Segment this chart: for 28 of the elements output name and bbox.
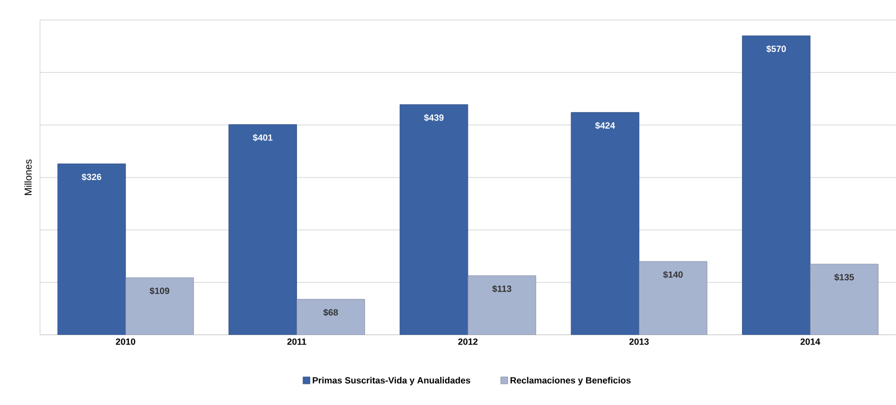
- bar: [638, 261, 708, 335]
- bar: [570, 112, 640, 335]
- bar: [810, 264, 878, 335]
- data-label: $113: [492, 285, 512, 293]
- bar: [57, 164, 126, 335]
- x-tick-label: 2010: [116, 338, 136, 345]
- y-axis-title: Millones: [24, 160, 32, 196]
- data-label: $424: [595, 122, 616, 130]
- data-label: $326: [82, 173, 102, 181]
- x-tick-label: 2014: [800, 338, 820, 345]
- data-label: $68: [323, 308, 338, 316]
- data-label: $140: [663, 271, 683, 278]
- data-label: $135: [834, 274, 854, 281]
- bar: [125, 278, 194, 335]
- bar: [742, 36, 810, 335]
- data-label: $401: [252, 134, 272, 142]
- x-tick-label: 2013: [629, 338, 649, 345]
- bar: [228, 124, 297, 335]
- data-label: $439: [424, 114, 444, 122]
- bar: [468, 275, 536, 335]
- data-label: $109: [150, 287, 170, 295]
- bar: [296, 299, 365, 335]
- legend-label: Reclamaciones y Beneficios: [510, 376, 631, 386]
- data-label: $570: [766, 45, 786, 53]
- x-tick-label: 2011: [287, 338, 306, 345]
- legend-label: Primas Suscritas-Vida y Anualidades: [312, 376, 470, 386]
- bar: [400, 104, 468, 335]
- x-tick-label: 2012: [458, 338, 478, 345]
